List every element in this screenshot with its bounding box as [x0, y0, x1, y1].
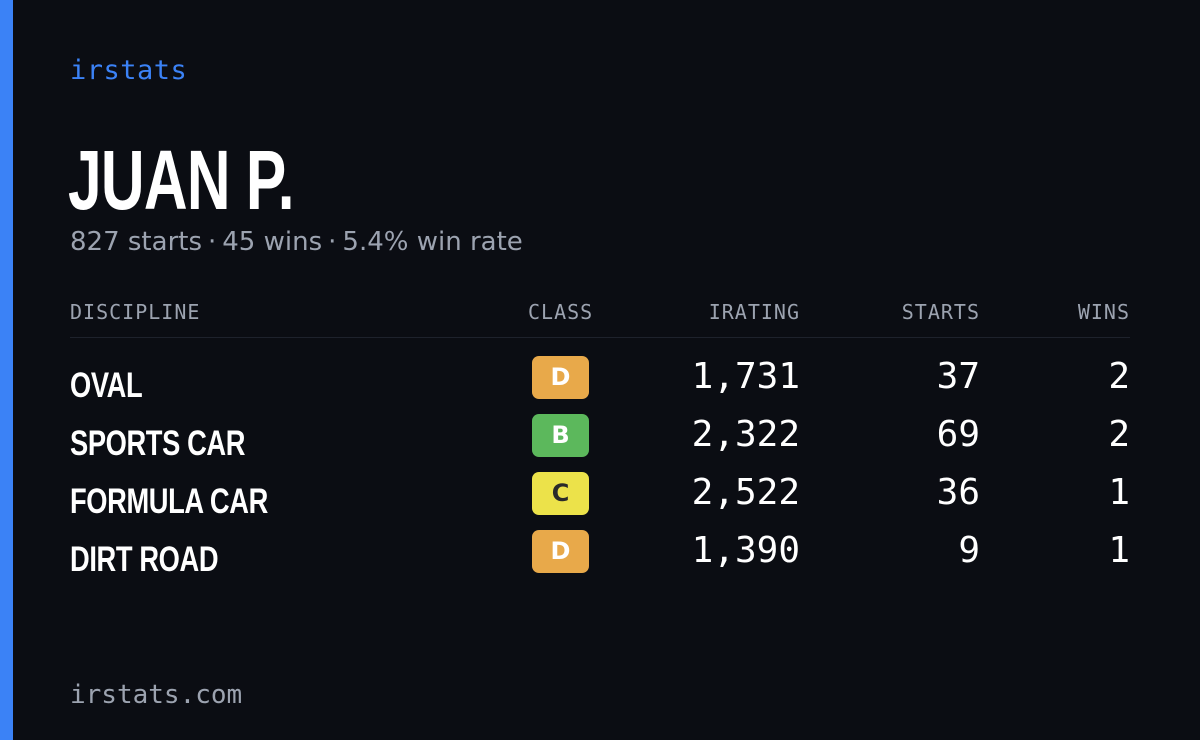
irating-value: 2,322	[691, 414, 800, 455]
footer-url: irstats.com	[70, 680, 243, 710]
wins-value: 1	[1108, 472, 1130, 513]
total-wins: 45 wins	[222, 227, 323, 257]
brand-logo-text: irstats	[70, 55, 188, 86]
header-wins: WINS	[1077, 300, 1130, 324]
class-badge: C	[532, 472, 589, 515]
starts-value: 9	[958, 530, 980, 571]
discipline-name: DIRT ROAD	[70, 540, 219, 579]
table-body: OVAL D 1,731 37 2 SPORTS CAR B 2,322 69 2 FORMULA …	[70, 338, 1130, 586]
discipline-name: OVAL	[70, 366, 143, 405]
table-row: SPORTS CAR B 2,322 69 2	[70, 412, 1130, 470]
starts-value: 69	[936, 414, 980, 455]
total-starts: 827 starts	[70, 227, 202, 257]
irating-value: 2,522	[691, 472, 800, 513]
irating-value: 1,390	[691, 530, 800, 571]
win-rate: 5.4% win rate	[342, 227, 523, 257]
table-row: DIRT ROAD D 1,390 9 1	[70, 528, 1130, 586]
header-irating: IRATING	[708, 300, 800, 324]
accent-bar	[0, 0, 13, 740]
class-badge: D	[532, 356, 589, 399]
wins-value: 2	[1108, 414, 1130, 455]
wins-value: 2	[1108, 356, 1130, 397]
class-badge: B	[532, 414, 589, 457]
starts-value: 37	[936, 356, 980, 397]
starts-value: 36	[936, 472, 980, 513]
irating-value: 1,731	[691, 356, 800, 397]
discipline-stats-table: DISCIPLINE CLASS IRATING STARTS WINS OVA…	[70, 296, 1130, 586]
class-badge: D	[532, 530, 589, 573]
table-row: FORMULA CAR C 2,522 36 1	[70, 470, 1130, 528]
wins-value: 1	[1108, 530, 1130, 571]
separator: ·	[208, 227, 217, 257]
header-starts: STARTS	[901, 300, 980, 324]
table-row: OVAL D 1,731 37 2	[70, 354, 1130, 412]
driver-summary: 827 starts · 45 wins · 5.4% win rate	[70, 227, 523, 257]
discipline-name: FORMULA CAR	[70, 482, 268, 521]
separator: ·	[328, 227, 337, 257]
discipline-name: SPORTS CAR	[70, 424, 246, 463]
table-header: DISCIPLINE CLASS IRATING STARTS WINS	[70, 296, 1130, 338]
header-discipline: DISCIPLINE	[70, 300, 201, 324]
driver-name: JUAN P.	[68, 133, 294, 227]
header-class: CLASS	[528, 300, 594, 324]
